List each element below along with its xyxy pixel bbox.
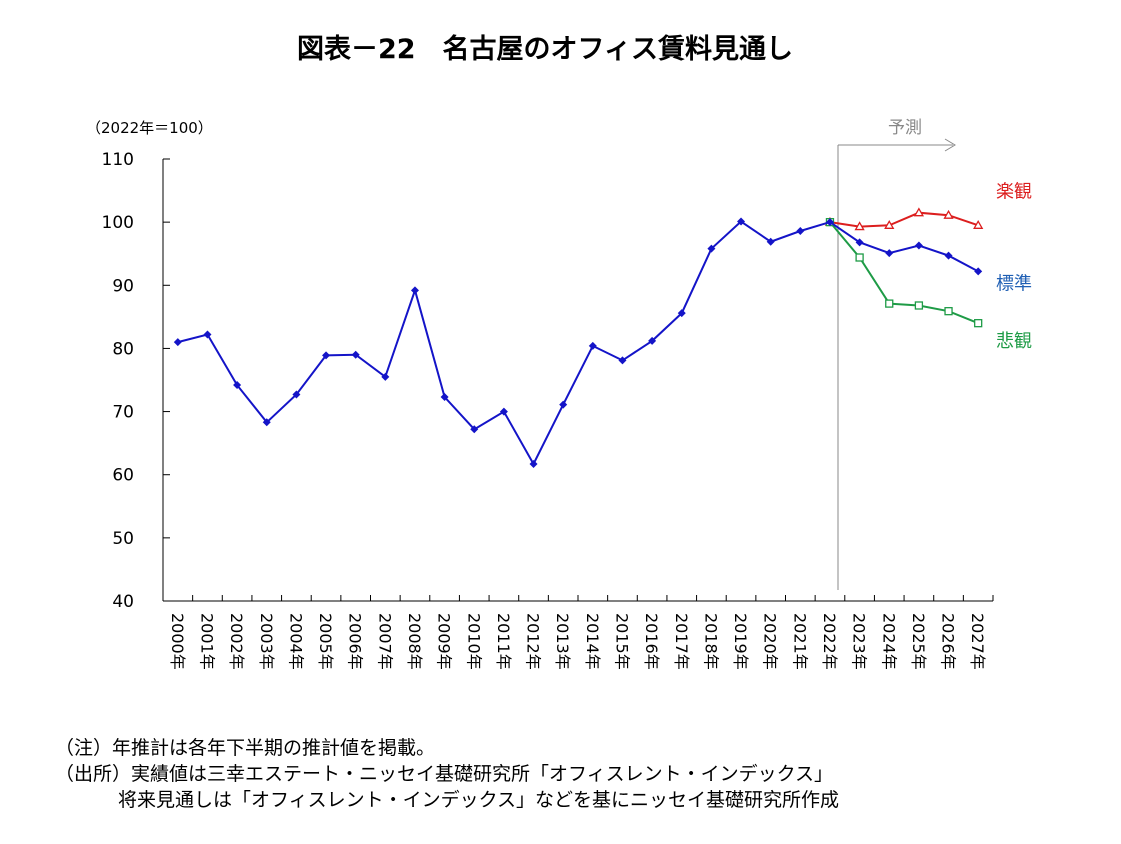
y-tick-label: 90 [112, 276, 134, 296]
x-tick-label: 2016年 [642, 613, 661, 670]
data-point-標準 [677, 309, 686, 318]
data-point-標準 [974, 267, 983, 276]
y-tick-label: 60 [112, 466, 134, 486]
x-tick-label: 2013年 [553, 613, 572, 670]
x-tick-label: 2023年 [850, 613, 869, 670]
data-point-悲観 [914, 301, 924, 310]
axes: 40 50 60 70 80 90 100 110 2000年 2001年 2002年 2003年 20… [102, 150, 994, 670]
x-tick-label: 2002年 [227, 613, 246, 670]
data-point-標準 [233, 381, 242, 390]
y-tick-label: 40 [112, 592, 134, 612]
data-point-楽観 [913, 207, 925, 217]
data-point-標準 [885, 249, 894, 258]
x-tick-label: 2025年 [909, 613, 928, 670]
data-point-標準 [262, 418, 271, 427]
forecast-arrow-head [944, 138, 956, 152]
y-tick-label: 110 [102, 150, 134, 170]
data-point-標準 [766, 237, 775, 246]
series-label-悲観: 悲観 [996, 331, 1032, 352]
data-point-悲観 [944, 307, 953, 316]
x-tick-label: 2006年 [346, 613, 365, 670]
data-point-標準 [203, 330, 212, 339]
x-tick-label: 2008年 [405, 613, 424, 670]
x-tick-label: 2019年 [731, 613, 750, 670]
data-point-悲観 [974, 319, 983, 328]
data-point-標準 [914, 241, 923, 250]
data-point-楽観 [943, 209, 954, 219]
y-tick-label: 100 [102, 213, 134, 233]
x-tick-label: 2020年 [761, 613, 780, 670]
data-point-楽観 [854, 221, 865, 231]
data-point-標準 [292, 390, 301, 399]
data-point-標準 [944, 251, 953, 260]
data-point-標準 [825, 218, 834, 227]
data-point-標準 [648, 336, 657, 345]
x-tick-label: 2026年 [939, 613, 958, 670]
note-2: （出所）実績値は三幸エステート・ニッセイ基礎研究所「オフィスレント・インデックス… [55, 763, 834, 785]
x-tick-label: 2022年 [820, 613, 839, 670]
data-point-標準 [529, 459, 538, 468]
x-tick-label: 2011年 [494, 613, 513, 670]
y-tick-label: 80 [112, 339, 134, 359]
x-tick-label: 2015年 [612, 613, 631, 670]
data-point-楽観 [973, 219, 984, 229]
y-tick-label: 50 [112, 529, 134, 549]
data-point-標準 [707, 244, 716, 253]
x-tick-label: 2007年 [375, 613, 394, 670]
x-tick-label: 2000年 [168, 613, 187, 670]
x-tick-label: 2005年 [316, 613, 335, 670]
data-point-標準 [351, 350, 360, 359]
x-tick-label: 2004年 [286, 613, 305, 670]
note-1: （注）年推計は各年下半期の推計値を掲載。 [55, 737, 436, 759]
data-point-楽観 [884, 219, 895, 229]
data-point-標準 [796, 226, 805, 235]
series-label-楽観: 楽観 [996, 181, 1032, 202]
data-point-標準 [588, 341, 597, 350]
series-line-標準 [177, 220, 979, 467]
x-tick-label: 2010年 [464, 613, 483, 670]
series-label-標準: 標準 [996, 273, 1032, 294]
series-line-楽観 [829, 211, 979, 228]
data-point-標準 [855, 238, 864, 247]
data-point-標準 [499, 407, 508, 416]
data-point-標準 [470, 425, 479, 434]
series-line-悲観 [829, 221, 979, 325]
data-point-標準 [410, 286, 419, 295]
x-tick-label: 2021年 [790, 613, 809, 670]
x-tick-label: 2018年 [701, 613, 720, 670]
x-tick-label: 2014年 [583, 613, 602, 670]
y-tick-label: 70 [112, 403, 134, 423]
x-tick-label: 2012年 [524, 613, 543, 670]
x-tick-label: 2017年 [672, 613, 691, 670]
data-point-標準 [440, 393, 449, 402]
data-point-悲観 [885, 299, 894, 308]
data-point-標準 [737, 217, 746, 226]
data-point-標準 [322, 351, 331, 360]
data-point-標準 [173, 338, 182, 347]
data-point-標準 [381, 372, 390, 381]
data-point-標準 [559, 400, 568, 409]
data-point-標準 [618, 356, 627, 365]
data-point-悲観 [855, 253, 864, 262]
x-tick-label: 2027年 [968, 613, 987, 670]
x-tick-label: 2001年 [197, 613, 216, 670]
x-tick-label: 2003年 [257, 613, 276, 670]
unit-label: （2022年＝100） [86, 119, 213, 137]
chart-title: 図表－22 名古屋のオフィス賃料見通し [297, 33, 793, 65]
x-tick-label: 2024年 [879, 613, 898, 670]
forecast-label: 予測 [888, 118, 922, 138]
x-tick-label: 2009年 [435, 613, 454, 670]
note-3: 将来見通しは「オフィスレント・インデックス」などを基にニッセイ基礎研究所作成 [118, 789, 840, 811]
